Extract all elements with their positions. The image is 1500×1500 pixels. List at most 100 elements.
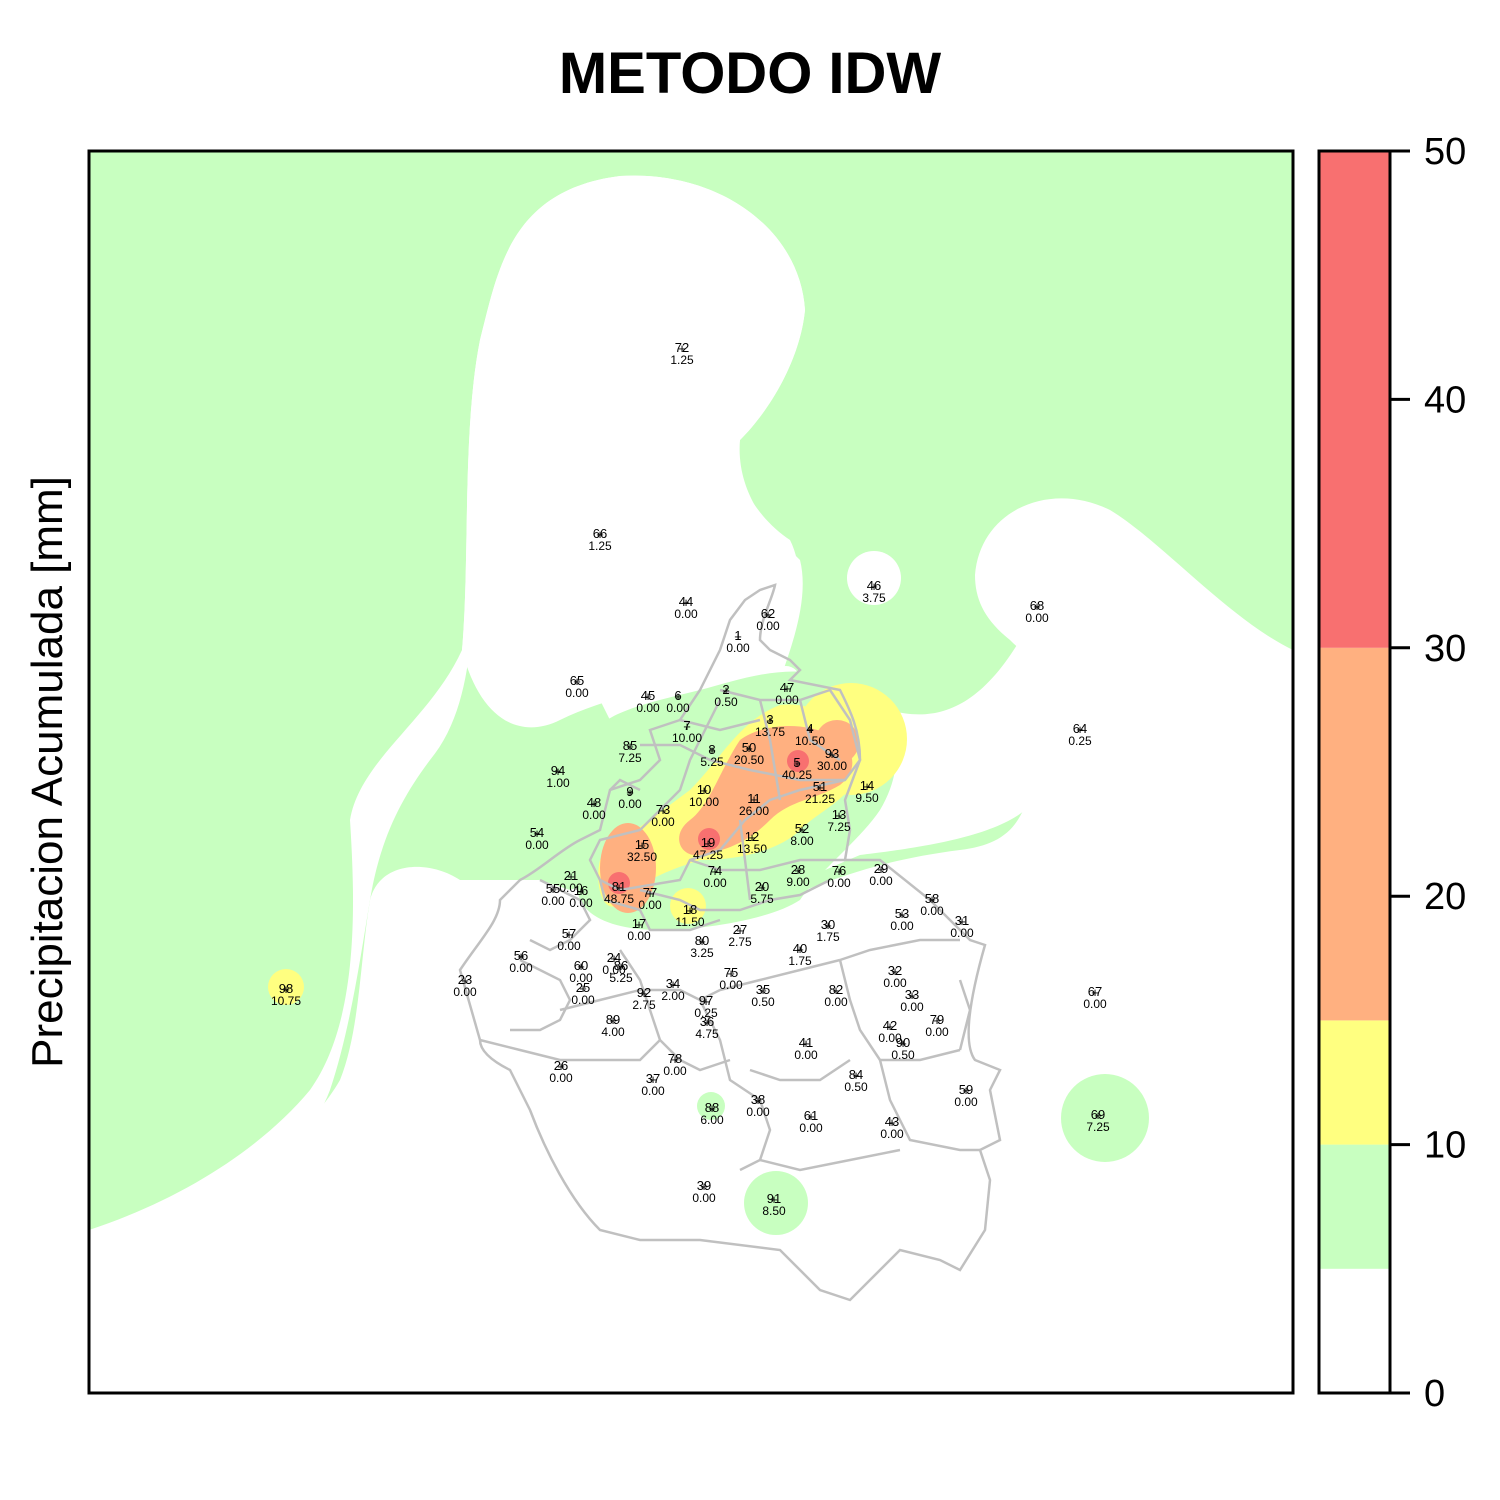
station-marker: + xyxy=(764,607,772,622)
station-94: +941.00 xyxy=(546,763,570,790)
station-id: 57 xyxy=(562,926,576,941)
station-id: 91 xyxy=(767,1191,781,1206)
station-id: 43 xyxy=(885,1114,899,1129)
station-36: +364.75 xyxy=(695,1014,719,1041)
station-id: 69 xyxy=(1091,1107,1105,1122)
station-39: +390.00 xyxy=(692,1178,716,1205)
station-marker: + xyxy=(554,764,562,779)
station-marker: + xyxy=(794,863,802,878)
station-id: 51 xyxy=(813,779,827,794)
station-value: 0.00 xyxy=(869,874,893,888)
station-value: 7.25 xyxy=(618,751,642,765)
station-value: 0.00 xyxy=(827,876,851,890)
station-marker: + xyxy=(700,1179,708,1194)
station-id: 65 xyxy=(570,673,584,688)
station-86: +865.25 xyxy=(609,958,633,985)
station-marker: + xyxy=(659,803,667,818)
station-value: 3.25 xyxy=(690,946,714,960)
legend-tick-label: 40 xyxy=(1424,379,1466,421)
station-id: 61 xyxy=(804,1108,818,1123)
station-40: +401.75 xyxy=(788,941,812,968)
station-marker: + xyxy=(816,780,824,795)
station-35: +350.50 xyxy=(751,982,775,1009)
map-title: METODO IDW xyxy=(558,41,942,106)
station-marker: + xyxy=(635,917,643,932)
station-value: 0.00 xyxy=(638,898,662,912)
station-78: +780.00 xyxy=(663,1051,687,1078)
station-id: 52 xyxy=(795,821,809,836)
station-id: 1 xyxy=(734,628,741,643)
station-marker: + xyxy=(852,1068,860,1083)
station-marker: + xyxy=(649,1072,657,1087)
legend-tick-label: 30 xyxy=(1424,628,1466,670)
station-id: 85 xyxy=(623,738,637,753)
station-14: +149.50 xyxy=(855,778,879,805)
station-value: 0.00 xyxy=(692,1191,716,1205)
station-marker: + xyxy=(626,739,634,754)
station-marker: + xyxy=(1033,599,1041,614)
station-76: +760.00 xyxy=(827,863,851,890)
station-value: 13.75 xyxy=(755,725,785,739)
station-value: 0.00 xyxy=(756,619,780,633)
station-23: +230.00 xyxy=(453,972,477,999)
station-marker: + xyxy=(646,886,654,901)
station-89: +894.00 xyxy=(601,1012,625,1039)
station-value: 0.00 xyxy=(549,1071,573,1085)
station-id: 80 xyxy=(695,933,709,948)
station-68: +680.00 xyxy=(1025,598,1049,625)
station-value: 4.00 xyxy=(601,1025,625,1039)
station-marker: + xyxy=(533,826,541,841)
station-id: 34 xyxy=(666,976,680,991)
station-id: 10 xyxy=(697,782,711,797)
station-value: 0.00 xyxy=(746,1105,770,1119)
white-zone-east xyxy=(975,498,1293,700)
station-id: 19 xyxy=(701,835,715,850)
station-marker: + xyxy=(796,942,804,957)
station-id: 29 xyxy=(874,861,888,876)
station-25: +250.00 xyxy=(571,980,595,1007)
station-value: 2.75 xyxy=(632,998,656,1012)
station-value: 4.75 xyxy=(695,1027,719,1041)
station-id: 73 xyxy=(656,802,670,817)
station-marker: + xyxy=(770,1192,778,1207)
station-id: 11 xyxy=(747,791,761,806)
station-value: 0.00 xyxy=(775,693,799,707)
station-id: 97 xyxy=(699,993,713,1008)
station-marker: + xyxy=(640,986,648,1001)
station-value: 0.50 xyxy=(844,1080,868,1094)
station-79: +790.00 xyxy=(925,1012,949,1039)
station-marker: + xyxy=(832,983,840,998)
station-value: 11.50 xyxy=(675,915,704,929)
station-id: 16 xyxy=(574,883,588,898)
station-marker: + xyxy=(549,882,557,897)
station-value: 0.00 xyxy=(602,963,626,977)
station-72: +721.25 xyxy=(670,340,694,367)
station-value: 26.00 xyxy=(739,804,769,818)
legend-tick-label: 10 xyxy=(1424,1125,1466,1167)
station-38: +380.00 xyxy=(746,1092,770,1119)
orange-zone-93 xyxy=(815,720,859,764)
station-id: 25 xyxy=(576,980,590,995)
station-marker: + xyxy=(557,1059,565,1074)
station-marker: + xyxy=(703,1015,711,1030)
station-value: 0.00 xyxy=(954,1095,978,1109)
station-2: +20.50 xyxy=(714,682,738,709)
station-id: 88 xyxy=(705,1100,719,1115)
station-32: +320.00 xyxy=(883,963,907,990)
station-id: 21 xyxy=(564,868,578,883)
station-value: 0.00 xyxy=(571,993,595,1007)
station-marker: + xyxy=(615,880,623,895)
station-91: +918.50 xyxy=(762,1191,786,1218)
station-id: 82 xyxy=(829,982,843,997)
station-84: +840.50 xyxy=(844,1067,868,1094)
station-id: 39 xyxy=(697,1178,711,1193)
station-id: 33 xyxy=(905,987,919,1002)
bubble-46 xyxy=(847,551,901,605)
station-marker: + xyxy=(567,869,575,884)
station-8: +85.25 xyxy=(700,742,724,769)
station-67: +670.00 xyxy=(1083,984,1107,1011)
station-value: 0.00 xyxy=(627,929,651,943)
station-id: 46 xyxy=(867,578,881,593)
